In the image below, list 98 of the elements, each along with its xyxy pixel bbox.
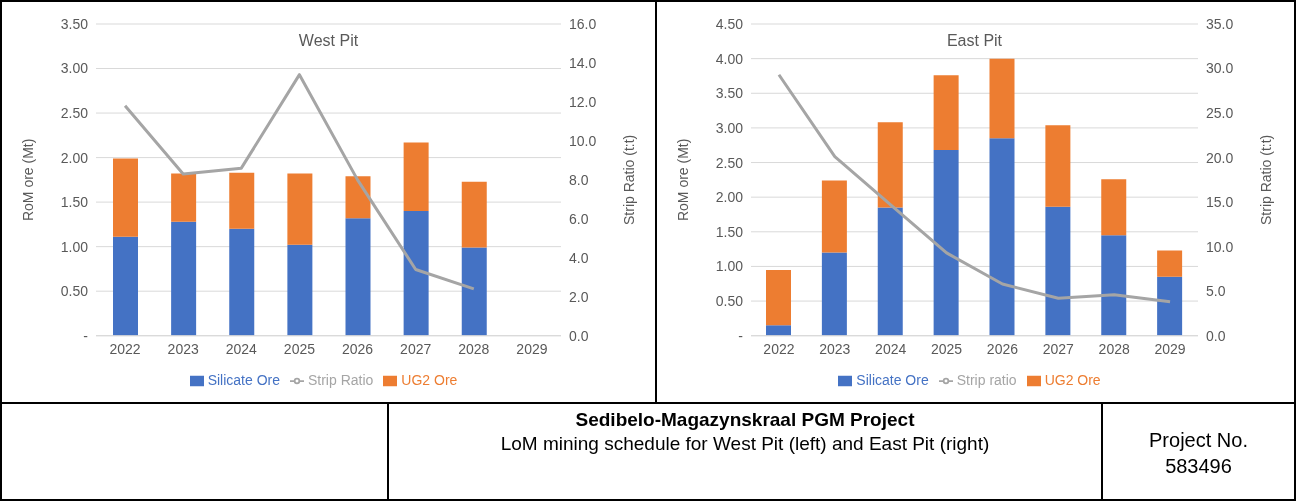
- x-tick-label: 2025: [930, 340, 963, 357]
- y-tick-label: 4.00: [715, 50, 744, 67]
- y-tick-label: 0.50: [60, 283, 89, 300]
- x-tick-label: 2029: [516, 340, 548, 357]
- bar: [229, 172, 255, 229]
- y2-tick-label: 15.0: [1206, 194, 1234, 211]
- bar: [229, 228, 255, 336]
- bar: [403, 142, 429, 212]
- bar: [113, 236, 138, 336]
- y-tick-label: -: [83, 327, 89, 344]
- x-tick-label: 2026: [986, 340, 1019, 357]
- bar: [403, 211, 429, 336]
- y2-tick-label: 12.0: [569, 93, 597, 110]
- line-series: [777, 73, 1172, 304]
- y-tick-label: 1.00: [715, 258, 744, 275]
- y2-tick-label: 25.0: [1206, 105, 1234, 122]
- bar: [989, 58, 1015, 139]
- y-tick-label: 3.50: [715, 85, 744, 102]
- bar: [345, 218, 371, 336]
- x-tick-label: 2023: [167, 340, 199, 357]
- y2-axis-title: Strip Ratio (t:t): [620, 134, 637, 225]
- legend-label: Silicate Ore: [207, 371, 280, 388]
- text: Project No. 583496: [1148, 427, 1249, 479]
- y2-tick-label: 4.0: [569, 249, 589, 266]
- y2-axis-title: Strip Ratio (t:t): [1257, 134, 1274, 225]
- y-tick-label: 3.00: [715, 119, 744, 136]
- bar: [933, 150, 959, 336]
- legend-label: UG2 Ore: [1044, 371, 1101, 388]
- bar: [877, 122, 903, 208]
- bar: [766, 269, 791, 326]
- y2-tick-label: 0.0: [1206, 327, 1226, 344]
- x-tick-label: 2022: [109, 340, 141, 357]
- line-series: [123, 73, 476, 291]
- y-tick-label: 4.50: [715, 15, 744, 32]
- y2-tick-label: 2.0: [569, 288, 589, 305]
- y-tick-label: 3.00: [60, 60, 89, 77]
- x-tick-label: 2025: [283, 340, 316, 357]
- x-tick-label: 2027: [400, 340, 432, 357]
- bar: [113, 158, 138, 237]
- bar: [287, 244, 313, 336]
- text: West Pit: [297, 32, 360, 50]
- x-tick-label: 2024: [225, 340, 258, 357]
- bar: [1157, 250, 1183, 277]
- y-tick-label: 1.50: [715, 223, 744, 240]
- legend-label: Strip ratio: [956, 371, 1017, 388]
- y2-tick-label: 20.0: [1206, 149, 1234, 166]
- y2-tick-label: 10.0: [569, 132, 597, 149]
- y2-tick-label: 30.0: [1206, 60, 1234, 77]
- bar: [171, 173, 197, 222]
- x-tick-label: 2029: [1154, 340, 1186, 357]
- bar: [821, 252, 847, 336]
- y2-tick-label: 35.0: [1206, 15, 1234, 32]
- bar: [461, 181, 487, 248]
- x-tick-label: 2022: [763, 340, 795, 357]
- bar: [877, 207, 903, 336]
- text: Sedibelo-Magazynskraal PGM Project: [574, 408, 916, 432]
- y2-tick-label: 5.0: [1206, 283, 1226, 300]
- legend-label: UG2 Ore: [401, 371, 458, 388]
- bar: [345, 176, 371, 219]
- y2-tick-label: 16.0: [569, 15, 597, 32]
- y-tick-label: 1.50: [60, 194, 89, 211]
- legend-label: Strip Ratio: [307, 371, 374, 388]
- bar: [287, 173, 313, 245]
- y-tick-label: 0.50: [715, 293, 744, 310]
- y-axis-title: RoM ore (Mt): [674, 138, 691, 222]
- y2-tick-label: 8.0: [569, 171, 589, 188]
- y-tick-label: 2.50: [60, 105, 89, 122]
- bar: [821, 180, 847, 253]
- bar: [933, 75, 959, 151]
- y-tick-label: 2.00: [60, 149, 89, 166]
- y2-tick-label: 14.0: [569, 54, 597, 71]
- bar: [1101, 179, 1127, 236]
- y-tick-label: -: [738, 327, 744, 344]
- y2-tick-label: 0.0: [569, 327, 589, 344]
- x-tick-label: 2028: [458, 340, 490, 357]
- y-axis-title: RoM ore (Mt): [19, 138, 36, 222]
- y-tick-label: 2.00: [715, 189, 744, 206]
- x-tick-label: 2024: [875, 340, 907, 357]
- x-tick-label: 2026: [341, 340, 374, 357]
- bar: [171, 221, 197, 336]
- bar: [1045, 125, 1071, 207]
- text: LoM mining schedule for West Pit (left) and East Pit (right): [499, 432, 991, 456]
- bar: [461, 247, 487, 336]
- bar: [1045, 206, 1071, 336]
- bar: [1101, 235, 1127, 336]
- bar: [989, 138, 1015, 336]
- x-tick-label: 2027: [1042, 340, 1075, 357]
- y2-tick-label: 6.0: [569, 210, 589, 227]
- y2-tick-label: 10.0: [1206, 238, 1234, 255]
- x-tick-label: 2023: [819, 340, 851, 357]
- y-tick-label: 2.50: [715, 154, 744, 171]
- bar: [1157, 276, 1183, 336]
- text: East Pit: [945, 32, 1004, 50]
- y-tick-label: 3.50: [60, 15, 89, 32]
- y-tick-label: 1.00: [60, 238, 89, 255]
- x-tick-label: 2028: [1098, 340, 1130, 357]
- bar: [766, 325, 791, 336]
- legend-label: Silicate Ore: [856, 371, 929, 388]
